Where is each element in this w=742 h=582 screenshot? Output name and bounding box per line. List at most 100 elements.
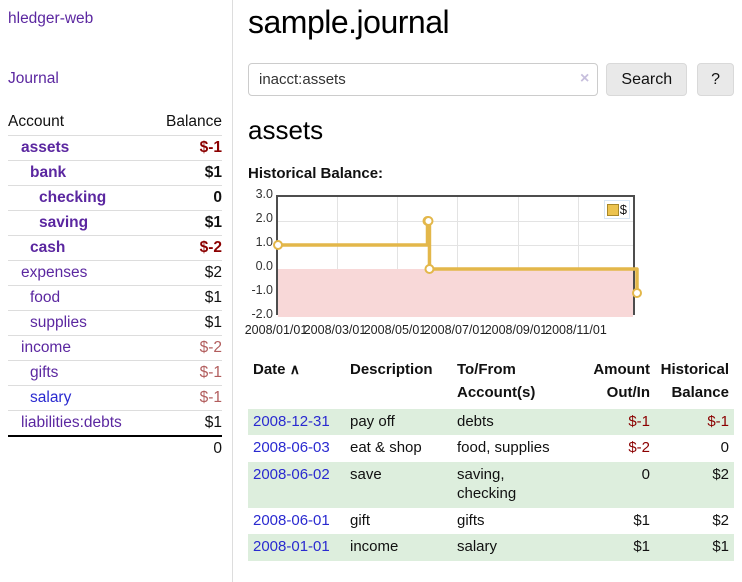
account-link-saving[interactable]: saving	[39, 214, 89, 231]
account-row: bank $1	[8, 160, 222, 186]
account-row: liabilities:debts $1	[8, 410, 222, 436]
chart-vgrid	[397, 197, 398, 313]
account-balance: $1	[151, 410, 222, 436]
account-balance: $1	[151, 210, 222, 236]
search-input[interactable]	[248, 63, 599, 96]
x-axis-tick-label: 2008/11/01	[545, 323, 607, 337]
account-row: supplies $1	[8, 310, 222, 336]
amount-cell: $1	[633, 511, 650, 529]
accounts-cell: food, supplies	[457, 439, 550, 457]
account-link-salary[interactable]: salary	[30, 389, 72, 406]
description-cell: pay off	[350, 412, 395, 430]
accounts-cell: debts	[457, 412, 494, 430]
accounts-header-account: Account	[8, 113, 65, 130]
register-header-amount: Amount Out/In	[593, 361, 650, 402]
account-link-food[interactable]: food	[30, 289, 61, 306]
account-link-cash[interactable]: cash	[30, 239, 66, 256]
clear-search-icon[interactable]: ×	[580, 70, 590, 87]
date-link[interactable]: 2008-06-03	[253, 439, 330, 457]
register-header-row: Date ∧ Description To/From Account(s) Am…	[248, 356, 734, 409]
chart-vgrid	[457, 197, 458, 313]
accounts-total-row: 0	[8, 435, 222, 461]
chart-legend: $	[603, 200, 630, 219]
account-link-assets[interactable]: assets	[21, 139, 70, 156]
register-header-balance: Historical Balance	[660, 361, 729, 402]
chart-plot-area: $	[273, 195, 642, 317]
accounts-header-balance: Balance	[165, 113, 222, 130]
main-content: sample.journal × Search ? assets Histori…	[233, 0, 742, 582]
account-row: gifts $-1	[8, 360, 222, 386]
account-link-liabilities-debts[interactable]: liabilities:debts	[21, 414, 122, 431]
y-axis-tick-label: -2.0	[251, 307, 273, 321]
account-row: assets $-1	[8, 135, 222, 161]
register-header-description: Description	[350, 361, 433, 378]
account-balance: $1	[151, 310, 222, 336]
date-link[interactable]: 2008-01-01	[253, 538, 330, 556]
account-balance: $-2	[151, 335, 222, 361]
account-balance: $-1	[151, 360, 222, 386]
help-button[interactable]: ?	[697, 63, 734, 96]
date-link[interactable]: 2008-12-31	[253, 412, 330, 430]
account-link-income[interactable]: income	[21, 339, 71, 356]
x-axis-tick-label: 2008/01/01	[244, 323, 308, 337]
accounts-header-row: Account Balance	[8, 110, 222, 136]
y-axis-tick-label: -1.0	[251, 283, 273, 297]
balance-cell: $2	[712, 466, 729, 483]
account-link-checking[interactable]: checking	[39, 189, 107, 206]
date-link[interactable]: 2008-06-01	[253, 511, 330, 529]
table-row: 2008-06-03 eat & shop food, supplies $-2…	[248, 435, 734, 462]
balance-cell: 0	[720, 439, 729, 457]
legend-swatch-icon	[606, 203, 619, 216]
accounts-cell: gifts	[457, 511, 485, 529]
chart-negative-band	[278, 269, 633, 317]
y-axis-tick-label: 1.0	[255, 235, 273, 249]
account-balance: $2	[151, 260, 222, 286]
y-axis-tick-label: 2.0	[255, 211, 273, 225]
account-link-supplies[interactable]: supplies	[30, 314, 87, 331]
account-row: expenses $2	[8, 260, 222, 286]
x-axis-tick-label: 2008/07/01	[423, 323, 487, 337]
chart-series-line	[273, 216, 642, 298]
account-row: food $1	[8, 285, 222, 311]
description-cell: gift	[350, 511, 371, 529]
account-row: cash $-2	[8, 235, 222, 261]
chart-hgrid	[278, 245, 633, 246]
amount-cell: $-2	[628, 439, 650, 457]
amount-cell: $-1	[628, 412, 650, 430]
app-title-link[interactable]: hledger-web	[8, 10, 94, 27]
account-link-bank[interactable]: bank	[30, 164, 67, 181]
amount-cell: 0	[641, 466, 650, 483]
accounts-total-value: 0	[151, 435, 222, 461]
account-link-expenses[interactable]: expenses	[21, 264, 88, 281]
accounts-table: Account Balance assets $-1 bank $1 check…	[8, 110, 222, 461]
description-cell: save	[350, 466, 382, 483]
table-row: 2008-12-31 pay off debts $-1 $-1	[248, 408, 734, 436]
account-link-gifts[interactable]: gifts	[30, 364, 59, 381]
chart-vgrid	[337, 197, 338, 313]
accounts-cell: salary	[457, 538, 498, 556]
table-row: 2008-01-01 income salary $1 $1	[248, 534, 734, 561]
description-cell: eat & shop	[350, 439, 422, 457]
register-header-account: To/From Account(s)	[457, 361, 536, 402]
chart-title: Historical Balance:	[248, 165, 384, 182]
account-row: income $-2	[8, 335, 222, 361]
historical-balance-chart: 2008/11/01 2008/09/01 2008/07/01 2008/05/01…	[245, 187, 734, 337]
date-link[interactable]: 2008-06-02	[253, 466, 330, 483]
sidebar-item-journal[interactable]: Journal	[8, 70, 59, 87]
balance-cell: $1	[712, 538, 729, 556]
table-row: 2008-06-01 gift gifts $1 $2	[248, 508, 734, 535]
chart-vgrid	[517, 197, 519, 313]
description-cell: income	[350, 538, 399, 556]
register-header-date[interactable]: Date ∧	[253, 361, 300, 378]
chart-hgrid	[278, 221, 633, 222]
x-axis-tick-label: 2008/09/01	[484, 323, 548, 337]
y-axis-tick-label: 0.0	[255, 259, 273, 273]
search-button[interactable]: Search	[606, 63, 688, 96]
x-axis-tick-label: 2008/03/01	[303, 323, 367, 337]
chart-vgrid	[577, 197, 579, 313]
accounts-cell: saving, checking	[457, 466, 517, 502]
page-title: sample.journal	[248, 4, 450, 40]
account-heading: assets	[248, 115, 324, 145]
account-balance: $-1	[151, 135, 222, 161]
search-bar: × Search ?	[248, 63, 734, 96]
